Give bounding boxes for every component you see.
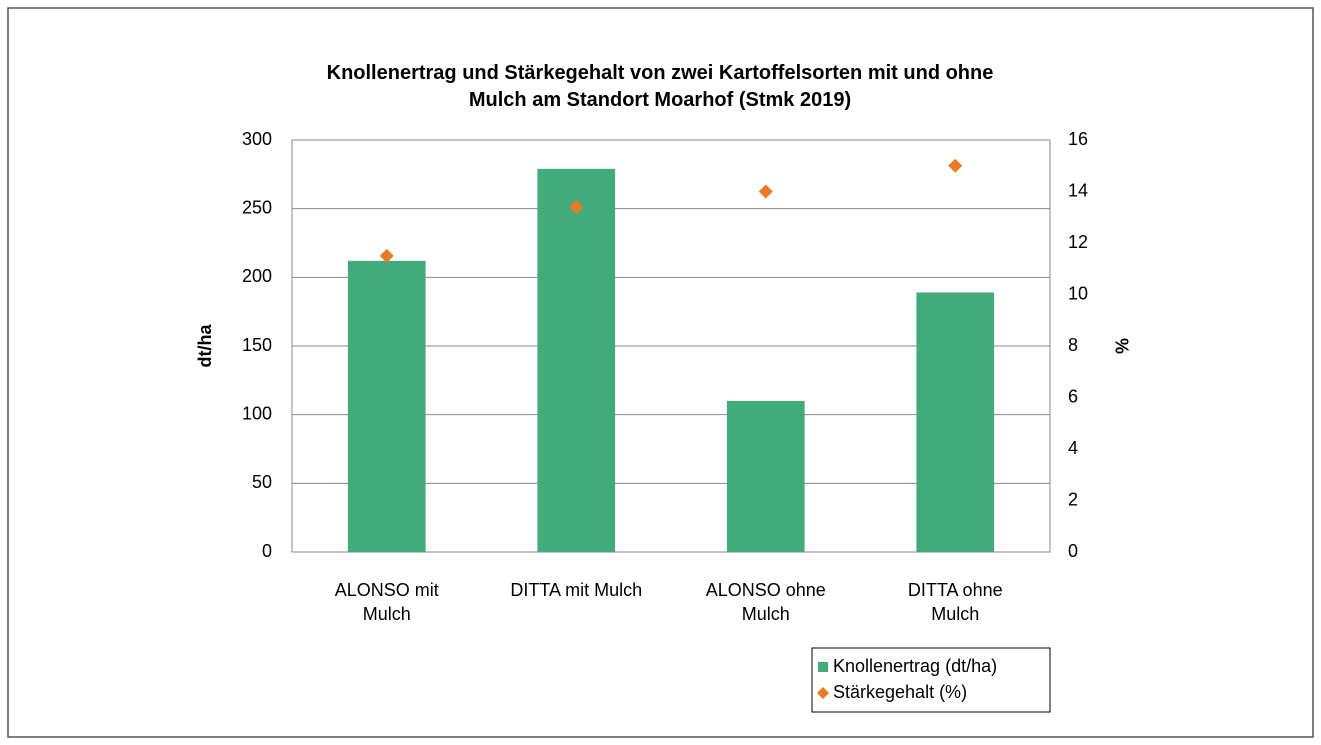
- y-tick-label: 200: [242, 266, 272, 286]
- y-tick-label: 150: [242, 335, 272, 355]
- bar: [726, 400, 805, 552]
- y2-tick-label: 14: [1068, 180, 1088, 200]
- marker: [758, 184, 773, 199]
- plot-border: [291, 139, 1051, 553]
- x-tick-label: ALONSO mit Mulch: [334, 580, 439, 624]
- x-tick-label: DITTA ohne Mulch: [907, 580, 1003, 624]
- y-tick-label: 0: [262, 541, 272, 561]
- y2-tick-label: 12: [1068, 232, 1088, 252]
- marker: [948, 158, 963, 173]
- legend-label: Stärkegehalt (%): [833, 682, 967, 702]
- bar: [347, 260, 426, 552]
- legend-box: [811, 647, 1051, 713]
- y-tick-label: 50: [252, 472, 272, 492]
- y2-tick-label: 10: [1068, 283, 1088, 303]
- y-axis-label: dt/ha: [195, 324, 215, 368]
- y2-tick-label: 8: [1068, 335, 1078, 355]
- y2-tick-label: 0: [1068, 541, 1078, 561]
- y2-tick-label: 16: [1068, 129, 1088, 149]
- legend-swatch: [817, 687, 829, 699]
- chart-border: [7, 7, 1314, 738]
- y-tick-label: 300: [242, 129, 272, 149]
- y-tick-label: 100: [242, 403, 272, 423]
- x-tick-label: DITTA mit Mulch: [510, 580, 643, 600]
- legend-label: Knollenertrag (dt/ha): [833, 656, 997, 676]
- marker: [569, 199, 584, 214]
- bar: [916, 292, 995, 552]
- bar: [537, 168, 616, 552]
- chart-title: Knollenertrag und Stärkegehalt von zwei …: [326, 62, 994, 111]
- y2-tick-label: 4: [1068, 438, 1078, 458]
- y2-axis-label: %: [1111, 338, 1131, 354]
- y2-tick-label: 6: [1068, 386, 1078, 406]
- x-tick-label: ALONSO ohne Mulch: [705, 580, 826, 624]
- y-tick-label: 250: [242, 197, 272, 217]
- marker: [379, 248, 394, 263]
- legend-swatch: [818, 662, 828, 672]
- y2-tick-label: 2: [1068, 489, 1078, 509]
